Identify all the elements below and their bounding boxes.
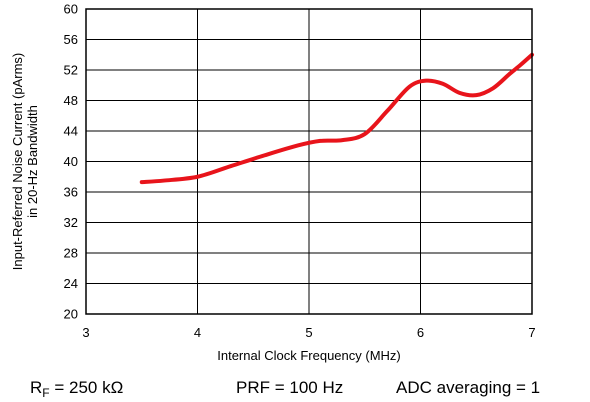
y-tick-label: 44: [64, 124, 78, 139]
y-axis-label-line-1: Input-Referred Noise Current (pArms): [10, 53, 25, 270]
grid: [86, 9, 532, 314]
series-layer: [139, 52, 534, 185]
y-tick-label: 56: [64, 32, 78, 47]
footer-rf-condition: RF = 250 kΩ: [30, 378, 123, 400]
x-axis-label: Internal Clock Frequency (MHz): [217, 348, 401, 363]
y-tick-label: 60: [64, 2, 78, 17]
rf-symbol: R: [30, 378, 42, 397]
series-line: [139, 52, 534, 185]
x-tick-label: 3: [82, 325, 89, 340]
x-tick-label: 4: [194, 325, 201, 340]
plot-frame: [85, 8, 533, 315]
y-tick-label: 20: [64, 307, 78, 322]
y-tick-label: 24: [64, 276, 78, 291]
y-tick-label: 32: [64, 215, 78, 230]
footer-adc-condition: ADC averaging = 1: [396, 378, 540, 397]
x-tick-label: 6: [417, 325, 424, 340]
x-tick-label: 7: [528, 325, 535, 340]
rf-subscript: F: [42, 386, 49, 400]
y-tick-label: 36: [64, 185, 78, 200]
y-axis-label: Input-Referred Noise Current (pArms) in …: [10, 53, 40, 270]
y-tick-label: 28: [64, 246, 78, 261]
y-tick-label: 48: [64, 93, 78, 108]
x-tick-label: 5: [305, 325, 312, 340]
y-tick-label: 40: [64, 154, 78, 169]
y-tick-label: 52: [64, 63, 78, 78]
rf-value: = 250 kΩ: [50, 378, 124, 397]
y-axis-label-line-2: in 20-Hz Bandwidth: [25, 105, 40, 218]
footer-prf-condition: PRF = 100 Hz: [236, 378, 343, 397]
